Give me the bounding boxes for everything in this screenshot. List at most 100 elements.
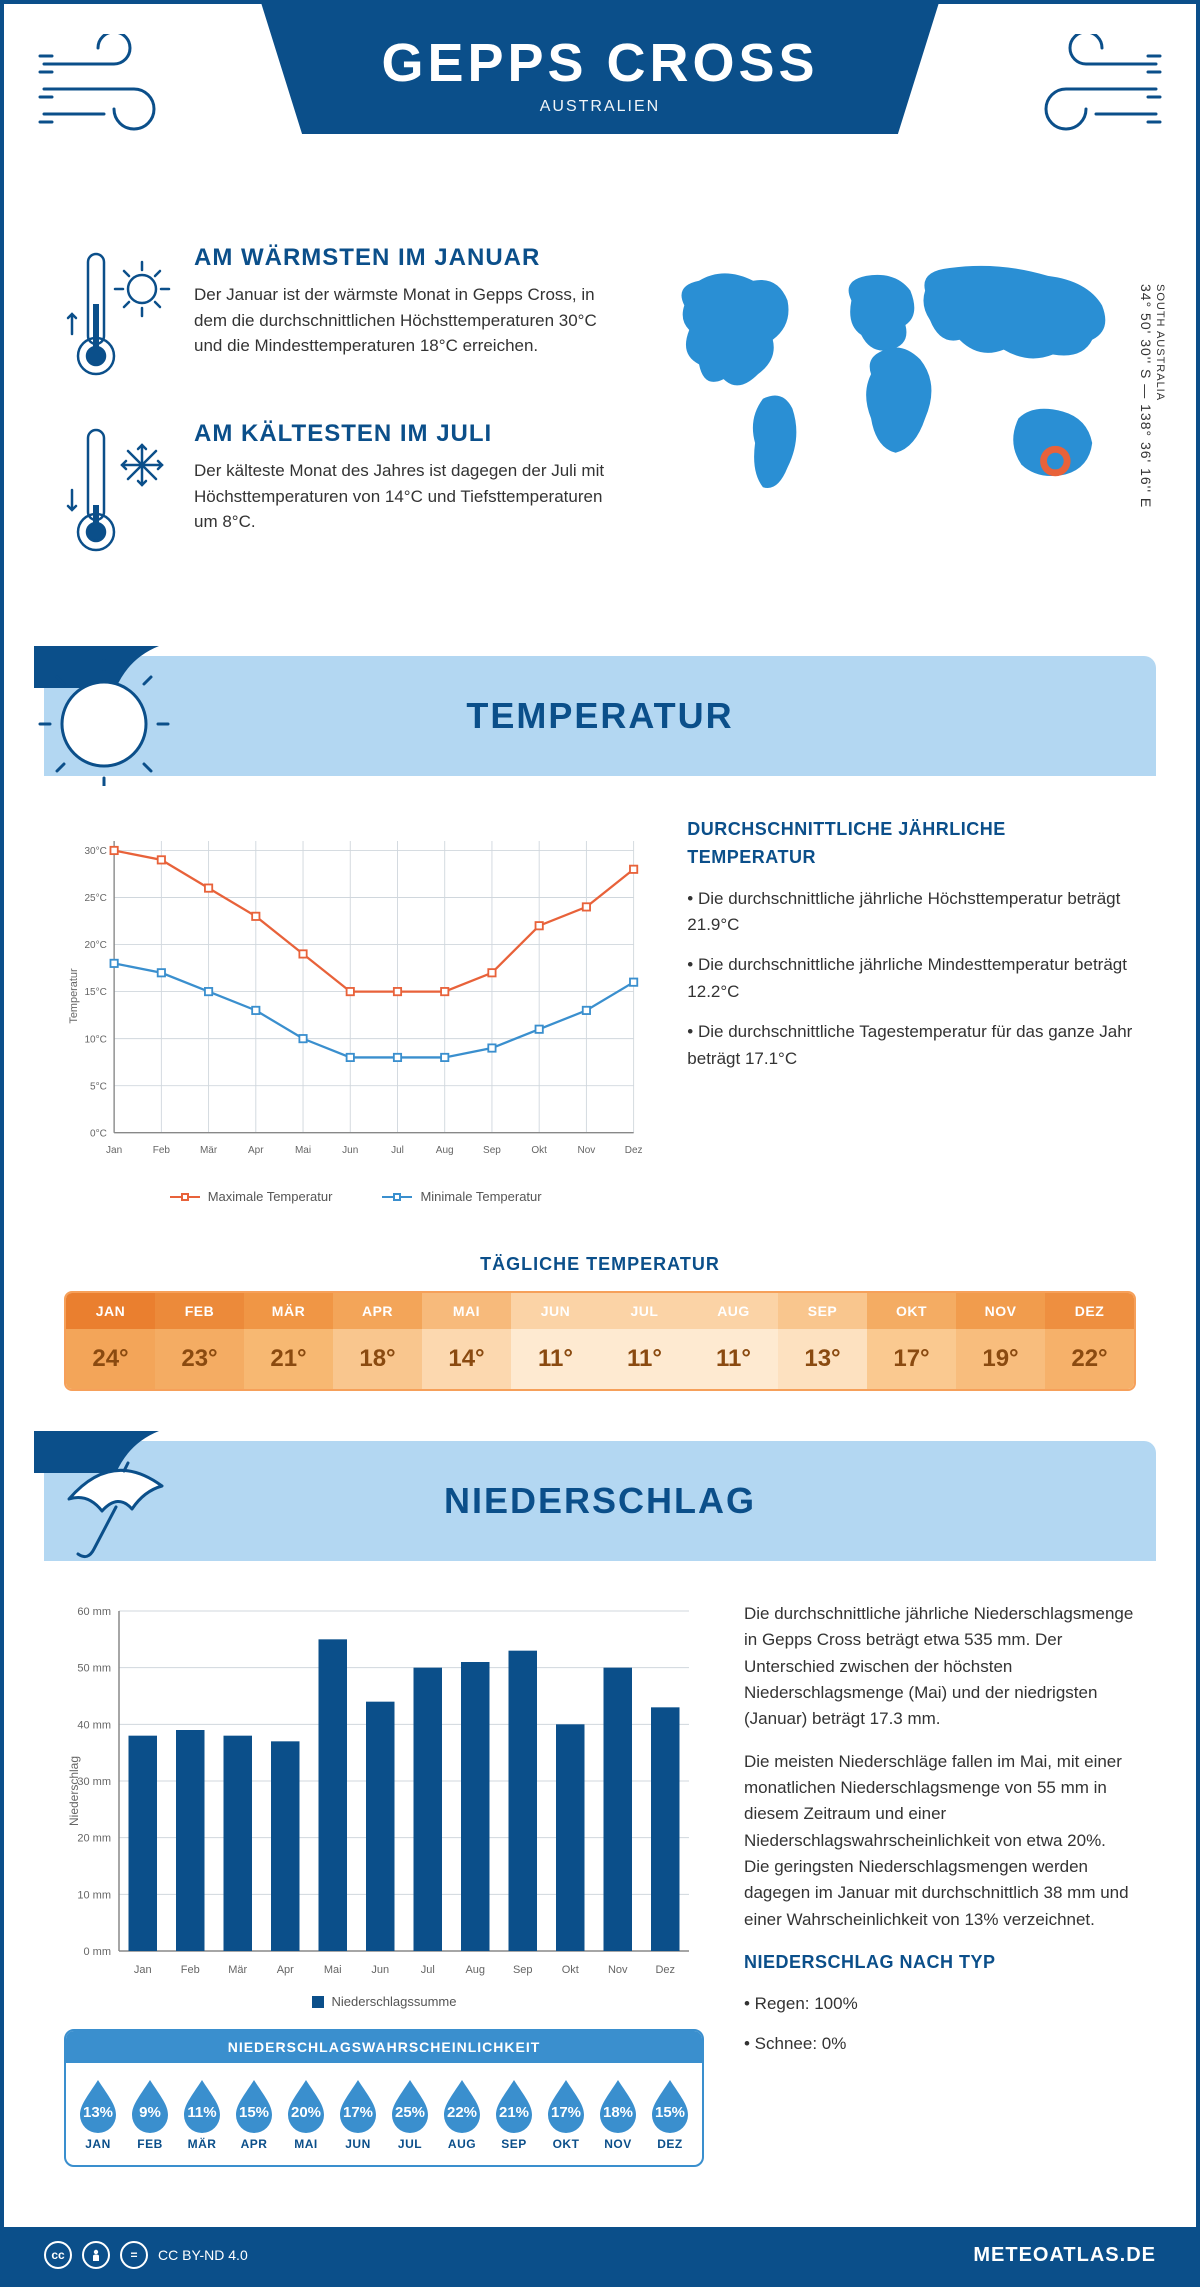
temp-summary: DURCHSCHNITTLICHE JÄHRLICHE TEMPERATUR •…	[687, 816, 1136, 1204]
temp-summary-title: DURCHSCHNITTLICHE JÄHRLICHE TEMPERATUR	[687, 816, 1136, 872]
temp-bullet: • Die durchschnittliche jährliche Höchst…	[687, 886, 1136, 939]
footer: cc = CC BY-ND 4.0 METEOATLAS.DE	[4, 2227, 1196, 2283]
svg-text:15°C: 15°C	[84, 987, 106, 998]
legend-max: Maximale Temperatur	[170, 1189, 333, 1204]
svg-text:Feb: Feb	[153, 1145, 171, 1156]
svg-text:13%: 13%	[83, 2104, 113, 2121]
svg-text:Jul: Jul	[421, 1964, 435, 1976]
wind-icon-left	[34, 34, 184, 154]
svg-text:Dez: Dez	[655, 1964, 675, 1976]
temp-cell: JUL11°	[600, 1293, 689, 1389]
svg-text:Jun: Jun	[342, 1145, 358, 1156]
svg-text:Jan: Jan	[134, 1964, 152, 1976]
svg-text:15%: 15%	[239, 2104, 269, 2121]
daily-temp-table: JAN24°FEB23°MÄR21°APR18°MAI14°JUN11°JUL1…	[64, 1291, 1136, 1391]
license-text: CC BY-ND 4.0	[158, 2247, 248, 2263]
svg-text:9%: 9%	[139, 2104, 161, 2121]
svg-text:5°C: 5°C	[90, 1081, 107, 1092]
svg-text:Apr: Apr	[277, 1964, 294, 1976]
temp-cell: APR18°	[333, 1293, 422, 1389]
page-title: GEPPS CROSS	[381, 32, 818, 94]
svg-text:Nov: Nov	[608, 1964, 628, 1976]
temp-cell: JUN11°	[511, 1293, 600, 1389]
svg-text:20 mm: 20 mm	[77, 1833, 111, 1845]
wind-icon-right	[1016, 34, 1166, 154]
prob-title: NIEDERSCHLAGSWAHRSCHEINLICHKEIT	[66, 2031, 702, 2063]
temp-cell: MÄR21°	[244, 1293, 333, 1389]
svg-text:Okt: Okt	[562, 1964, 579, 1976]
svg-text:Dez: Dez	[625, 1145, 643, 1156]
svg-text:Sep: Sep	[513, 1964, 533, 1976]
svg-text:25%: 25%	[395, 2104, 425, 2121]
site-name: METEOATLAS.DE	[973, 2244, 1156, 2267]
warm-block: AM WÄRMSTEN IM JANUAR Der Januar ist der…	[64, 244, 605, 384]
cold-text: Der kälteste Monat des Jahres ist dagege…	[194, 458, 605, 535]
precipitation-bar-chart: 0 mm10 mm20 mm30 mm40 mm50 mm60 mmJanFeb…	[64, 1601, 704, 1981]
rain-para2: Die meisten Niederschläge fallen im Mai,…	[744, 1749, 1136, 1933]
umbrella-icon	[34, 1431, 174, 1571]
temp-chart-box: 0°C5°C10°C15°C20°C25°C30°CJanFebMärAprMa…	[64, 816, 647, 1204]
temp-heading: TEMPERATUR	[466, 695, 733, 737]
info-section: AM WÄRMSTEN IM JANUAR Der Januar ist der…	[4, 244, 1196, 636]
header: GEPPS CROSS AUSTRALIEN	[4, 4, 1196, 244]
warm-text: Der Januar ist der wärmste Monat in Gepp…	[194, 282, 605, 359]
daily-title: TÄGLICHE TEMPERATUR	[4, 1254, 1196, 1275]
nd-icon: =	[120, 2241, 148, 2269]
temp-cell: MAI14°	[422, 1293, 511, 1389]
temp-cell: AUG11°	[689, 1293, 778, 1389]
svg-text:Okt: Okt	[531, 1145, 547, 1156]
svg-text:30 mm: 30 mm	[77, 1776, 111, 1788]
svg-text:Mär: Mär	[228, 1964, 247, 1976]
region-label: SOUTH AUSTRALIA	[1154, 284, 1166, 502]
svg-text:Sep: Sep	[483, 1145, 501, 1156]
temp-banner: TEMPERATUR	[44, 656, 1156, 776]
rain-legend: Niederschlagssumme	[64, 1994, 704, 2009]
svg-text:17%: 17%	[551, 2104, 581, 2121]
page-subtitle: AUSTRALIEN	[381, 98, 818, 116]
svg-text:15%: 15%	[655, 2104, 685, 2121]
svg-text:Nov: Nov	[577, 1145, 595, 1156]
temp-cell: NOV19°	[956, 1293, 1045, 1389]
svg-text:0°C: 0°C	[90, 1128, 107, 1139]
rain-chart-box: 0 mm10 mm20 mm30 mm40 mm50 mm60 mmJanFeb…	[64, 1601, 704, 2167]
probability-box: NIEDERSCHLAGSWAHRSCHEINLICHKEIT 13% JAN …	[64, 2029, 704, 2167]
temp-cell: SEP13°	[778, 1293, 867, 1389]
svg-text:10 mm: 10 mm	[77, 1889, 111, 1901]
coordinates: SOUTH AUSTRALIA 34° 50' 30'' S — 138° 36…	[1138, 284, 1166, 508]
svg-text:60 mm: 60 mm	[77, 1606, 111, 1618]
temp-bullet: • Die durchschnittliche Tagestemperatur …	[687, 1019, 1136, 1072]
cold-title: AM KÄLTESTEN IM JULI	[194, 420, 605, 448]
thermometer-hot-icon	[64, 244, 174, 384]
sun-icon	[34, 646, 174, 786]
temp-cell: DEZ22°	[1045, 1293, 1134, 1389]
rain-para1: Die durchschnittliche jährliche Niedersc…	[744, 1601, 1136, 1733]
svg-text:21%: 21%	[499, 2104, 529, 2121]
svg-text:40 mm: 40 mm	[77, 1719, 111, 1731]
temp-legend: Maximale Temperatur Minimale Temperatur	[64, 1189, 647, 1204]
license-row: cc = CC BY-ND 4.0	[44, 2241, 248, 2269]
rain-heading: NIEDERSCHLAG	[444, 1480, 756, 1522]
svg-text:30°C: 30°C	[84, 846, 106, 857]
svg-text:17%: 17%	[343, 2104, 373, 2121]
by-icon	[82, 2241, 110, 2269]
svg-text:Aug: Aug	[436, 1145, 454, 1156]
world-map-icon	[645, 244, 1136, 524]
temp-bullet: • Die durchschnittliche jährliche Mindes…	[687, 952, 1136, 1005]
svg-text:18%: 18%	[603, 2104, 633, 2121]
svg-text:10°C: 10°C	[84, 1034, 106, 1045]
svg-text:Mär: Mär	[200, 1145, 218, 1156]
svg-text:0 mm: 0 mm	[84, 1946, 112, 1958]
page: GEPPS CROSS AUSTRALIEN	[0, 0, 1200, 2287]
info-left: AM WÄRMSTEN IM JANUAR Der Januar ist der…	[64, 244, 605, 596]
cold-block: AM KÄLTESTEN IM JULI Der kälteste Monat …	[64, 420, 605, 560]
legend-rain: Niederschlagssumme	[312, 1994, 457, 2009]
rain-type-bullet: • Schnee: 0%	[744, 2031, 1136, 2057]
svg-text:Mai: Mai	[324, 1964, 342, 1976]
rain-summary: Die durchschnittliche jährliche Niedersc…	[744, 1601, 1136, 2167]
svg-text:20%: 20%	[291, 2104, 321, 2121]
svg-text:Aug: Aug	[465, 1964, 485, 1976]
rain-chart-row: 0 mm10 mm20 mm30 mm40 mm50 mm60 mmJanFeb…	[4, 1561, 1196, 2197]
warm-title: AM WÄRMSTEN IM JANUAR	[194, 244, 605, 272]
rain-type-title: NIEDERSCHLAG NACH TYP	[744, 1949, 1136, 1977]
svg-text:Mai: Mai	[295, 1145, 311, 1156]
